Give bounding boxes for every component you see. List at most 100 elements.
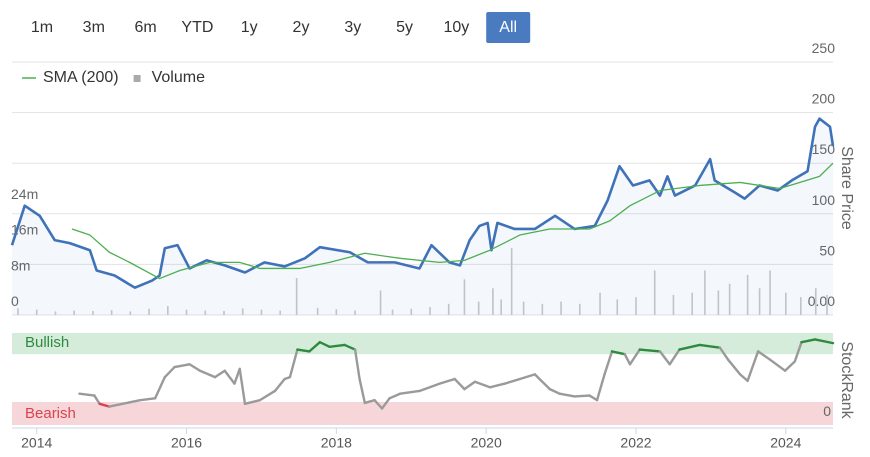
rank-segment <box>518 373 537 381</box>
rank-segment <box>138 397 157 402</box>
rank-segment <box>188 363 202 372</box>
range-button[interactable]: 1y <box>241 19 258 36</box>
volume-bar <box>758 288 761 315</box>
volume-bar <box>223 310 225 315</box>
rank-segment <box>398 389 421 395</box>
volume-bar <box>148 308 150 315</box>
rank-segment <box>418 382 441 393</box>
rank-segment <box>93 394 101 406</box>
y-tick-label: 0.00 <box>808 293 835 309</box>
volume-bar <box>295 277 298 315</box>
range-button[interactable]: All <box>486 12 531 43</box>
range-button[interactable]: 10y <box>444 19 470 36</box>
rank-segment <box>800 338 817 344</box>
x-tick-label: 2014 <box>21 435 52 451</box>
y-tick-label: 50 <box>819 242 835 258</box>
rank-segment <box>353 348 361 381</box>
rank-segment <box>363 398 376 405</box>
rank-segment <box>163 365 176 379</box>
range-selector: 1m 3m 6m YTD 1y 2y 3y 5y 10y All <box>31 12 531 43</box>
rank-segment <box>658 350 671 366</box>
volume-bar <box>354 310 356 315</box>
volume-bar <box>73 310 75 315</box>
rank-segment <box>438 377 456 385</box>
rank-segment <box>238 367 247 406</box>
y2-tick-label: 8m <box>11 257 30 273</box>
volume-bar <box>110 310 113 315</box>
range-button[interactable]: YTD <box>181 19 213 36</box>
range-button[interactable]: 6m <box>134 19 156 36</box>
rank-segment <box>173 363 191 369</box>
rank-segment <box>78 392 96 397</box>
volume-bar <box>510 248 513 315</box>
rank-band <box>12 402 833 425</box>
volume-bar <box>335 309 338 315</box>
volume-bar <box>616 299 619 315</box>
rank-segment <box>756 350 772 361</box>
rank-segment <box>603 350 614 376</box>
range-button-label: 3y <box>344 19 361 36</box>
range-button-label: 1m <box>31 19 53 36</box>
range-button[interactable]: 1m <box>31 19 53 36</box>
range-button[interactable]: 3y <box>344 19 361 36</box>
volume-bar <box>746 274 749 315</box>
volume-bar <box>129 311 132 315</box>
rank-segment <box>153 375 167 400</box>
volume-bar <box>579 303 581 315</box>
range-button-label: 5y <box>396 19 413 36</box>
range-button-bg <box>486 12 531 43</box>
rank-segment <box>628 348 641 366</box>
rank-segment <box>573 394 591 398</box>
volume-bar <box>379 290 382 315</box>
rank-segment <box>533 373 552 391</box>
volume-bar <box>463 279 466 315</box>
y-tick-label: 150 <box>812 141 836 157</box>
y-tick-label: 250 <box>812 40 836 56</box>
y2-tick-label: 24m <box>11 186 38 202</box>
range-button[interactable]: 3m <box>83 19 105 36</box>
rank-segment <box>623 352 632 366</box>
rank-segment <box>328 343 346 348</box>
y-axis-title: Share Price <box>838 146 855 230</box>
rank-segment <box>488 382 507 389</box>
volume-bar <box>54 311 57 315</box>
volume-bar <box>653 270 656 315</box>
rank-segment <box>388 392 402 400</box>
rank-segment <box>296 348 311 353</box>
volume-bar <box>410 308 413 315</box>
volume-bar <box>560 301 562 315</box>
rank-segment <box>588 394 599 402</box>
range-button-label: 6m <box>134 19 156 36</box>
range-button[interactable]: 2y <box>293 19 310 36</box>
rank-segment <box>358 377 367 405</box>
rank-segment <box>258 389 277 402</box>
volume-bar <box>279 310 281 315</box>
rank-segment <box>213 369 226 379</box>
range-button-label: 2y <box>293 19 310 36</box>
rank-segment <box>243 398 262 406</box>
volume-bar <box>241 308 244 315</box>
rank-band <box>12 333 833 355</box>
rank-tick-label: 0 <box>823 403 831 419</box>
rank-segment <box>558 392 576 398</box>
rank-segment <box>668 348 681 366</box>
range-button-label: All <box>499 19 517 36</box>
sma-line <box>71 162 834 280</box>
rank-segment <box>503 377 522 385</box>
rank-segment <box>783 360 796 372</box>
rank-axis-title: StockRank <box>838 341 855 419</box>
rank-segment <box>98 402 111 408</box>
y-tick-label: 100 <box>812 192 836 208</box>
range-button-label: 10y <box>444 19 470 36</box>
legend-swatch <box>133 75 141 82</box>
volume-bar <box>260 309 263 315</box>
rank-segment <box>726 358 742 376</box>
volume-bar <box>492 288 494 315</box>
range-button[interactable]: 5y <box>396 19 413 36</box>
rank-segment <box>108 398 142 408</box>
rank-segment <box>768 358 787 372</box>
rank-segment <box>318 341 331 348</box>
volume-bar <box>167 306 169 315</box>
